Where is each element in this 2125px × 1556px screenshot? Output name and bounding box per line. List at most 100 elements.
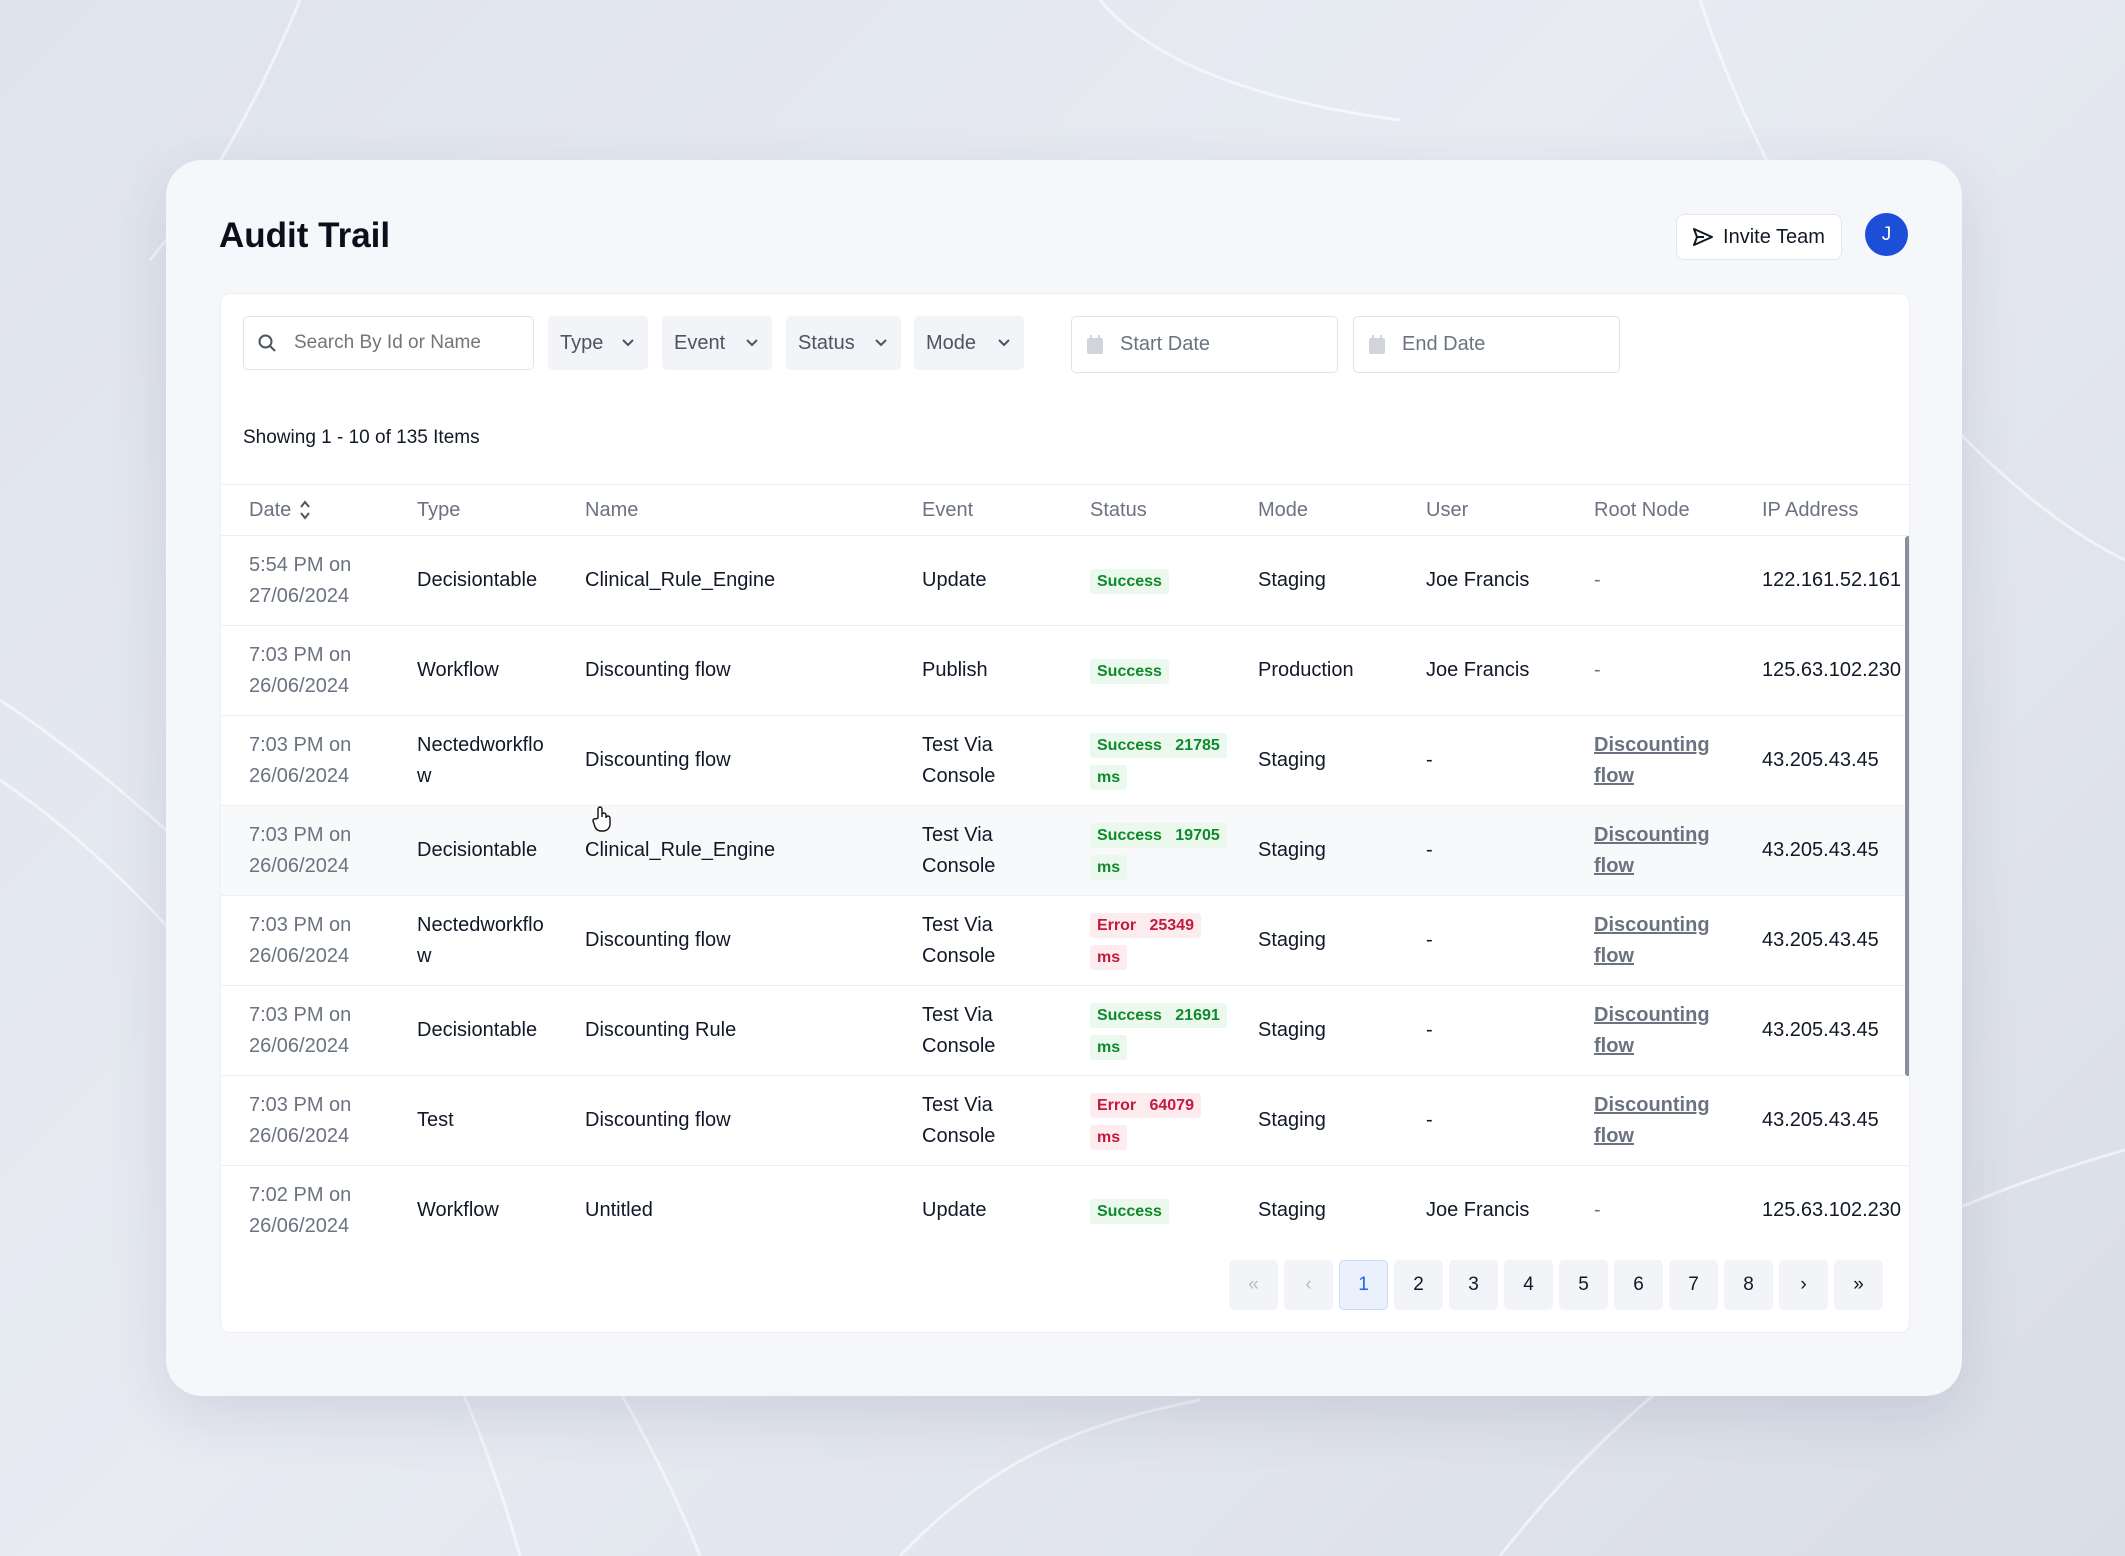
mode-cell: Staging bbox=[1258, 839, 1326, 861]
page-button-6[interactable]: 6 bbox=[1614, 1260, 1663, 1310]
end-date-field[interactable]: End Date bbox=[1353, 316, 1620, 373]
status-filter-label: Status bbox=[798, 331, 855, 354]
root-node-empty: - bbox=[1594, 659, 1601, 681]
user-cell: Joe Francis bbox=[1426, 569, 1530, 591]
table-row[interactable]: 7:03 PM on 26/06/2024 Test Discounting flo… bbox=[221, 1076, 1909, 1166]
table-row[interactable]: 7:03 PM on 26/06/2024 Nectedworkflow Disco… bbox=[221, 896, 1909, 986]
type-cell: Workflow bbox=[417, 1199, 499, 1221]
search-input[interactable] bbox=[294, 332, 514, 354]
column-header-name: Name bbox=[585, 498, 639, 521]
page-button-7[interactable]: 7 bbox=[1669, 1260, 1718, 1310]
status-cell: Success bbox=[1090, 655, 1258, 687]
ip-address-cell: 43.205.43.45 bbox=[1762, 749, 1879, 771]
page-button-8[interactable]: 8 bbox=[1724, 1260, 1773, 1310]
root-node-link[interactable]: Discounting flow bbox=[1594, 1003, 1710, 1057]
duration-value: 25349 ms bbox=[1097, 916, 1194, 966]
status-badge: Error 64079 ms bbox=[1090, 1092, 1201, 1150]
date-cell: 7:03 PM on 26/06/2024 bbox=[249, 1093, 352, 1147]
table-scrollbar[interactable] bbox=[1905, 536, 1909, 1076]
root-node-cell: - bbox=[1594, 565, 1762, 596]
name-cell: Discounting flow bbox=[585, 1109, 731, 1131]
pagination: « ‹ 1 2 3 4 5 6 7 8 ›» bbox=[1229, 1260, 1883, 1310]
first-page-button[interactable]: « bbox=[1229, 1260, 1278, 1310]
page-button-3[interactable]: 3 bbox=[1449, 1260, 1498, 1310]
next-page-button[interactable]: › bbox=[1779, 1260, 1828, 1310]
ip-address-cell: 43.205.43.45 bbox=[1762, 929, 1879, 951]
type-cell: Nectedworkflow bbox=[417, 733, 544, 787]
table-body: 5:54 PM on 27/06/2024 Decisiontable Clinic… bbox=[221, 536, 1909, 1237]
mode-filter-dropdown[interactable]: Mode bbox=[914, 316, 1024, 370]
last-page-button[interactable]: » bbox=[1834, 1260, 1883, 1310]
table-row[interactable]: 5:54 PM on 27/06/2024 Decisiontable Clinic… bbox=[221, 536, 1909, 626]
ip-address-cell: 43.205.43.45 bbox=[1762, 1019, 1879, 1041]
table-row[interactable]: 7:03 PM on 26/06/2024 Nectedworkflow Disco… bbox=[221, 716, 1909, 806]
user-cell: Joe Francis bbox=[1426, 1199, 1530, 1221]
avatar[interactable]: J bbox=[1865, 213, 1908, 256]
status-filter-dropdown[interactable]: Status bbox=[786, 316, 901, 370]
root-node-link[interactable]: Discounting flow bbox=[1594, 913, 1710, 967]
date-cell: 5:54 PM on 27/06/2024 bbox=[249, 553, 352, 607]
table-row[interactable]: 7:02 PM on 26/06/2024 Workflow Untitled Upd… bbox=[221, 1166, 1909, 1237]
search-field[interactable] bbox=[243, 316, 534, 370]
page-title: Audit Trail bbox=[219, 216, 391, 255]
event-cell: Update bbox=[922, 1199, 987, 1221]
calendar-icon bbox=[1087, 334, 1103, 354]
table-row[interactable]: 7:03 PM on 26/06/2024 Decisiontable Clinic… bbox=[221, 806, 1909, 896]
page-button-1[interactable]: 1 bbox=[1339, 1260, 1388, 1310]
root-node-cell: Discounting flow bbox=[1594, 730, 1762, 792]
status-badge: Success 21785 ms bbox=[1090, 732, 1227, 790]
audit-card: Audit Trail Invite Team J Type Event bbox=[166, 160, 1962, 1396]
type-filter-label: Type bbox=[560, 331, 604, 354]
invite-team-label: Invite Team bbox=[1723, 225, 1825, 248]
status-cell: Success bbox=[1090, 1195, 1258, 1227]
ip-address-cell: 125.63.102.230 bbox=[1762, 659, 1902, 681]
root-node-link[interactable]: Discounting flow bbox=[1594, 823, 1710, 877]
type-cell: Decisiontable bbox=[417, 1019, 538, 1041]
search-icon bbox=[258, 334, 276, 352]
start-date-field[interactable]: Start Date bbox=[1071, 316, 1338, 373]
user-cell: - bbox=[1426, 929, 1433, 951]
send-icon bbox=[1693, 228, 1714, 246]
user-cell: - bbox=[1426, 1109, 1433, 1131]
root-node-cell: Discounting flow bbox=[1594, 1000, 1762, 1062]
table-row[interactable]: 7:03 PM on 26/06/2024 Decisiontable Discou… bbox=[221, 986, 1909, 1076]
page-button-2[interactable]: 2 bbox=[1394, 1260, 1443, 1310]
table-row[interactable]: 7:03 PM on 26/06/2024 Workflow Discounting… bbox=[221, 626, 1909, 716]
column-header-type: Type bbox=[417, 498, 461, 521]
duration-value: 19705 ms bbox=[1097, 826, 1220, 876]
page-button-4[interactable]: 4 bbox=[1504, 1260, 1553, 1310]
ip-address-cell: 43.205.43.45 bbox=[1762, 1109, 1879, 1131]
root-node-empty: - bbox=[1594, 569, 1601, 591]
page-button-5[interactable]: 5 bbox=[1559, 1260, 1608, 1310]
type-cell: Nectedworkflow bbox=[417, 913, 544, 967]
chevron-down-icon bbox=[746, 339, 758, 347]
sort-icon[interactable] bbox=[299, 499, 311, 521]
event-filter-dropdown[interactable]: Event bbox=[662, 316, 772, 370]
mode-cell: Staging bbox=[1258, 1019, 1326, 1041]
column-header-status: Status bbox=[1090, 498, 1147, 521]
date-cell: 7:03 PM on 26/06/2024 bbox=[249, 913, 352, 967]
event-filter-label: Event bbox=[674, 331, 726, 354]
end-date-placeholder: End Date bbox=[1402, 333, 1486, 355]
user-cell: - bbox=[1426, 839, 1433, 861]
root-node-link[interactable]: Discounting flow bbox=[1594, 1093, 1710, 1147]
column-header-mode: Mode bbox=[1258, 498, 1309, 521]
invite-team-button[interactable]: Invite Team bbox=[1676, 214, 1842, 260]
column-header-date[interactable]: Date bbox=[249, 495, 417, 526]
hand-cursor-icon bbox=[592, 806, 611, 832]
root-node-cell: - bbox=[1594, 655, 1762, 686]
calendar-icon bbox=[1369, 334, 1385, 354]
root-node-link[interactable]: Discounting flow bbox=[1594, 733, 1710, 787]
user-cell: - bbox=[1426, 1019, 1433, 1041]
status-cell: Error 25349 ms bbox=[1090, 909, 1258, 973]
event-cell: Test Via Console bbox=[922, 733, 996, 787]
event-cell: Test Via Console bbox=[922, 823, 996, 877]
type-cell: Test bbox=[417, 1109, 454, 1131]
user-cell: Joe Francis bbox=[1426, 659, 1530, 681]
duration-value: 64079 ms bbox=[1097, 1096, 1194, 1146]
name-cell: Clinical_Rule_Engine bbox=[585, 839, 776, 861]
status-badge: Error 25349 ms bbox=[1090, 912, 1201, 970]
type-filter-dropdown[interactable]: Type bbox=[548, 316, 648, 370]
event-cell: Publish bbox=[922, 659, 988, 681]
prev-page-button[interactable]: ‹ bbox=[1284, 1260, 1333, 1310]
